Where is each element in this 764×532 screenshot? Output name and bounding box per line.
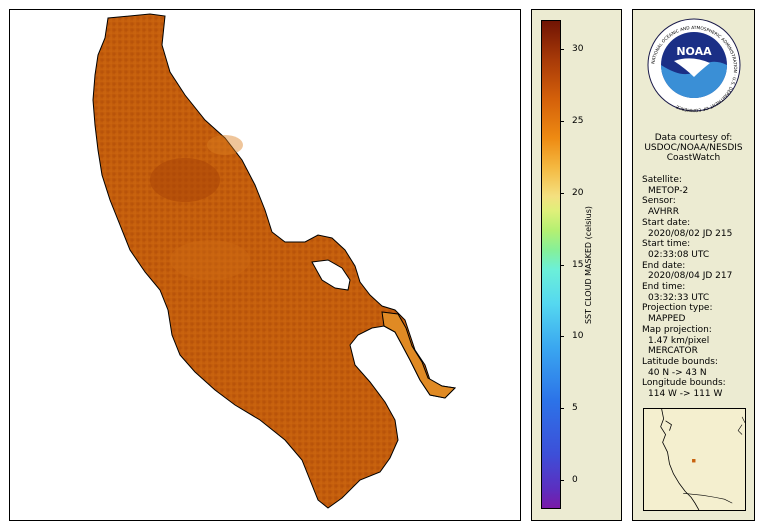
courtesy-line: USDOC/NOAA/NESDIS (644, 143, 743, 153)
metadata-label: Sensor: (642, 196, 676, 207)
colorbar-tick-label: 0 (572, 475, 578, 485)
metadata-value: 40 N -> 43 N (648, 367, 707, 378)
coastline (660, 409, 700, 510)
metadata-label: Latitude bounds: (642, 356, 718, 367)
courtesy-block: Data courtesy of: USDOC/NOAA/NESDIS Coas… (633, 133, 754, 163)
metadata-label: Projection type: (642, 303, 713, 314)
coastline (665, 420, 672, 431)
colorbar-title: SST CLOUD MASKED (celsius) (584, 205, 593, 325)
land-gap (311, 259, 351, 291)
colorbar-tick-mark (560, 336, 564, 337)
colorbar-tick-label: 10 (572, 331, 584, 341)
border-line (741, 416, 745, 423)
metadata-value: METOP-2 (648, 185, 689, 196)
metadata-value: 114 W -> 111 W (648, 389, 723, 400)
metadata-value: AVHRR (648, 207, 680, 218)
locator-inset-map (643, 408, 746, 511)
colorbar-tick-mark (560, 480, 564, 481)
cool-patch (150, 158, 220, 202)
colorbar-tick-mark (560, 408, 564, 409)
location-marker (692, 459, 696, 463)
colorbar-tick-mark (560, 265, 564, 266)
noaa-logo-text: NOAA (676, 45, 712, 58)
courtesy-line: Data courtesy of: (654, 133, 733, 143)
colorbar-panel: 30 25 20 15 10 5 0 SST CLOUD MASKED (celsius) (531, 9, 622, 521)
metadata-label: Start time: (642, 239, 691, 250)
sst-map (9, 9, 521, 521)
courtesy-line: CoastWatch (666, 153, 721, 163)
metadata-label: Map projection: (642, 324, 712, 335)
metadata-value: MERCATOR (648, 346, 698, 357)
metadata-value: 1.47 km/pixel (648, 335, 710, 346)
colorbar-tick-mark (560, 121, 564, 122)
colorbar-tick-mark (560, 193, 564, 194)
metadata-list: Satellite: METOP-2 Sensor: AVHRR Start date:… (642, 175, 732, 400)
colorbar-tick-label: 25 (572, 116, 584, 126)
metadata-label: Longitude bounds: (642, 378, 726, 389)
info-panel: NOAA NATIONAL OCEANIC AND ATMOSPHERIC AD… (632, 9, 755, 521)
warm-arm (381, 311, 457, 399)
metadata-label: Satellite: (642, 175, 682, 185)
lake-main-body (92, 13, 457, 509)
colorbar (541, 20, 561, 509)
lake-sst-image (92, 13, 457, 509)
metadata-value: MAPPED (648, 314, 686, 325)
metadata-label: End time: (642, 282, 686, 293)
colorbar-tick-label: 20 (572, 188, 584, 198)
colorbar-tick-label: 15 (572, 260, 584, 270)
metadata-value: 02:33:08 UTC (648, 249, 710, 260)
metadata-value: 03:32:33 UTC (648, 292, 710, 303)
warm-patch (170, 240, 250, 280)
warm-patch (207, 135, 243, 155)
colorbar-tick-mark (560, 49, 564, 50)
colorbar-tick-label: 30 (572, 44, 584, 54)
border-line (683, 493, 733, 504)
metadata-label: Start date: (642, 217, 691, 228)
metadata-value: 2020/08/04 JD 217 (648, 271, 733, 282)
border-line (737, 424, 743, 435)
metadata-label: End date: (642, 260, 686, 271)
noaa-logo: NOAA NATIONAL OCEANIC AND ATMOSPHERIC AD… (647, 18, 741, 113)
colorbar-tick-label: 5 (572, 403, 578, 413)
metadata-value: 2020/08/02 JD 215 (648, 228, 733, 239)
